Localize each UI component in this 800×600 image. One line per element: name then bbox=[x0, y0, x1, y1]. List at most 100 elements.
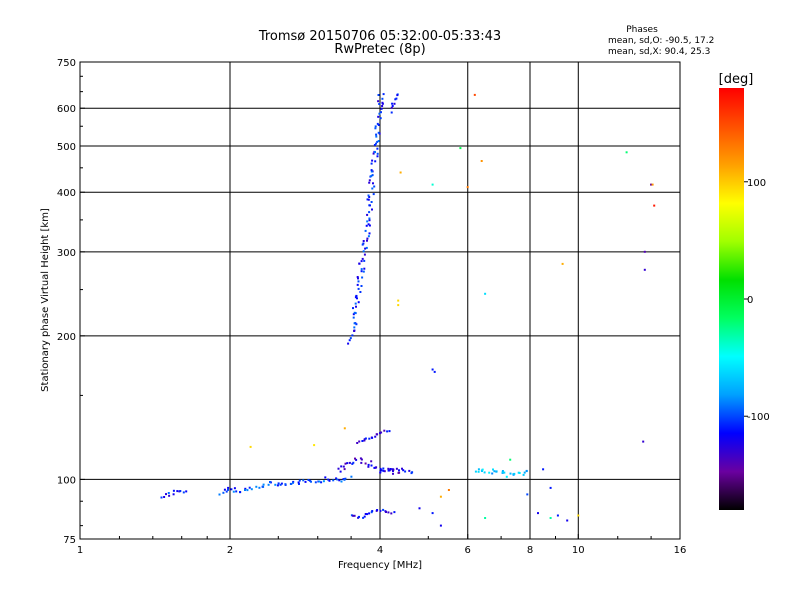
data-point bbox=[324, 476, 327, 479]
data-point bbox=[364, 513, 367, 515]
data-point bbox=[643, 268, 646, 271]
data-point bbox=[362, 516, 365, 519]
data-point bbox=[344, 477, 347, 480]
data-point bbox=[439, 524, 442, 527]
grid-lines bbox=[80, 62, 680, 539]
data-point bbox=[447, 489, 450, 491]
data-point bbox=[363, 515, 366, 518]
data-point bbox=[335, 477, 338, 480]
data-point bbox=[392, 470, 394, 472]
data-point bbox=[366, 513, 369, 516]
data-point bbox=[372, 193, 375, 196]
data-point bbox=[387, 511, 390, 514]
data-point bbox=[366, 237, 369, 240]
data-point bbox=[370, 175, 373, 177]
data-point bbox=[385, 511, 387, 513]
data-point bbox=[370, 170, 373, 173]
x-axis-label: Frequency [MHz] bbox=[338, 560, 422, 571]
data-point bbox=[310, 480, 312, 483]
data-point bbox=[388, 430, 391, 433]
data-point bbox=[362, 240, 365, 242]
data-point bbox=[397, 471, 400, 474]
data-point bbox=[383, 470, 386, 473]
data-point bbox=[302, 479, 305, 482]
data-point bbox=[167, 492, 170, 494]
data-point bbox=[382, 469, 385, 472]
data-point bbox=[233, 487, 236, 490]
data-point bbox=[327, 478, 330, 481]
data-point bbox=[366, 198, 369, 201]
data-point bbox=[356, 442, 359, 444]
data-point bbox=[368, 437, 371, 440]
data-point bbox=[390, 512, 393, 515]
data-point bbox=[368, 217, 371, 220]
colorbar bbox=[719, 88, 744, 510]
data-point bbox=[549, 517, 552, 519]
data-point bbox=[262, 485, 265, 488]
data-point bbox=[337, 467, 340, 470]
data-point bbox=[375, 466, 378, 469]
data-point bbox=[387, 467, 390, 470]
data-point bbox=[380, 111, 382, 114]
data-point bbox=[525, 469, 528, 472]
y-tick-label: 75 bbox=[63, 535, 76, 546]
data-point bbox=[343, 468, 346, 471]
data-point bbox=[537, 512, 539, 515]
data-point bbox=[381, 105, 384, 107]
data-point bbox=[522, 473, 525, 476]
data-point bbox=[298, 479, 301, 482]
data-point bbox=[380, 469, 383, 472]
data-point bbox=[172, 493, 175, 496]
data-point bbox=[386, 430, 389, 433]
data-point bbox=[370, 464, 373, 467]
data-point bbox=[244, 489, 246, 491]
data-point bbox=[369, 204, 371, 207]
x-tick-label: 8 bbox=[527, 545, 533, 556]
y-tick-label: 600 bbox=[57, 104, 76, 115]
data-point bbox=[377, 131, 380, 134]
data-point bbox=[298, 483, 300, 485]
data-point bbox=[373, 466, 376, 469]
data-point bbox=[353, 330, 356, 332]
colorbar-tick-label: -100 bbox=[747, 412, 770, 423]
data-point bbox=[375, 135, 378, 138]
data-point bbox=[390, 111, 393, 114]
data-point bbox=[377, 94, 380, 96]
data-point bbox=[232, 490, 235, 493]
data-point bbox=[356, 276, 359, 278]
data-point bbox=[358, 262, 361, 265]
data-point bbox=[481, 470, 483, 472]
data-point bbox=[371, 208, 373, 211]
data-point bbox=[374, 160, 377, 163]
y-tick-label: 400 bbox=[57, 188, 76, 199]
data-point bbox=[168, 494, 171, 497]
data-point bbox=[176, 490, 179, 493]
data-point bbox=[577, 514, 580, 517]
data-point bbox=[379, 509, 382, 512]
data-point bbox=[390, 106, 393, 109]
data-point bbox=[483, 471, 486, 474]
data-point bbox=[255, 485, 258, 488]
data-point bbox=[367, 198, 370, 201]
data-point bbox=[380, 107, 383, 110]
data-point bbox=[322, 480, 325, 483]
data-point bbox=[477, 470, 480, 473]
data-point bbox=[353, 326, 356, 329]
data-point bbox=[372, 182, 374, 185]
data-point bbox=[383, 429, 386, 432]
data-point bbox=[370, 201, 373, 203]
data-point bbox=[340, 480, 343, 483]
data-point bbox=[473, 93, 476, 96]
data-point bbox=[350, 514, 353, 517]
data-point bbox=[366, 239, 368, 242]
data-point bbox=[374, 127, 377, 130]
phases-x-stats: mean, sd,X: 90.4, 25.3 bbox=[608, 47, 710, 57]
data-point bbox=[290, 483, 293, 485]
data-point bbox=[375, 133, 378, 136]
data-point bbox=[375, 142, 377, 145]
data-point bbox=[375, 433, 378, 436]
data-point bbox=[517, 471, 520, 474]
data-point bbox=[368, 196, 371, 198]
data-point bbox=[392, 472, 394, 475]
y-tick-label: 100 bbox=[57, 475, 76, 486]
